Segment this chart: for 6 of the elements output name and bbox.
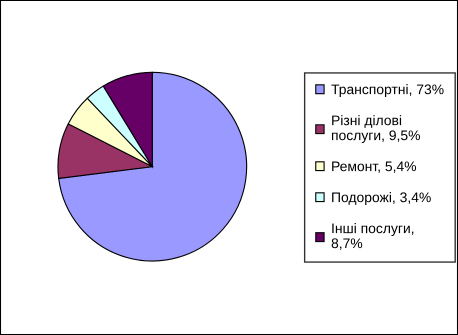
legend-label: Інші послуги, 8,7% [332, 223, 414, 250]
legend-label: Подорожі, 3,4% [332, 192, 431, 205]
legend-label: Транспортні, 73% [331, 84, 444, 98]
legend-label: Ремонт, 5,4% [332, 161, 416, 173]
legend-label: Різні ділові послуги, 9,5% [332, 115, 420, 143]
pie-slice [58, 72, 248, 262]
